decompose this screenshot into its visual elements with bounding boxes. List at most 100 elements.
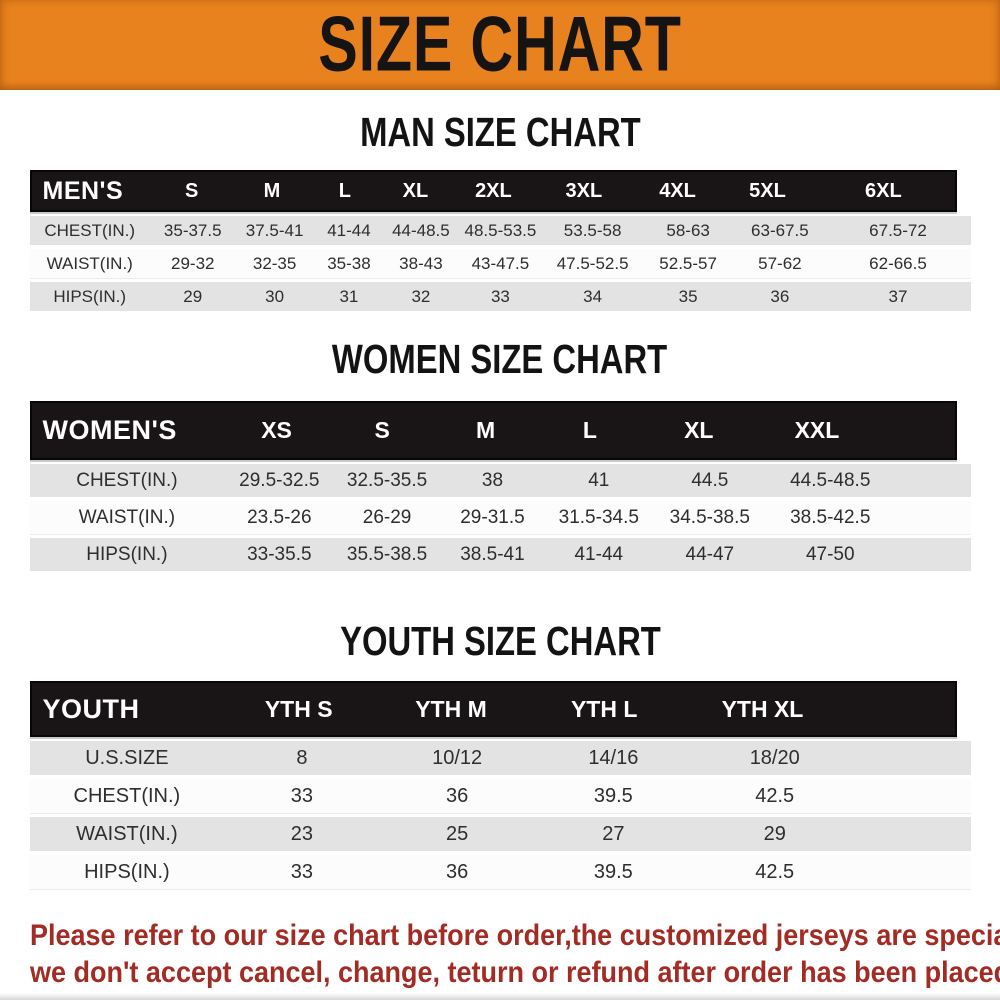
table-cell: 37.5-41 [245,220,304,240]
table-cell: 29-31.5 [460,506,525,528]
table-cell: 23.5-26 [247,506,312,528]
table-cell: 44-47 [685,543,735,565]
table-cell: 42.5 [755,860,795,883]
table-cell: 18/20 [749,746,800,769]
table-row: U.S.SIZE 8 10/12 14/16 18/20 [29,741,971,775]
table-cell: 44.5 [691,469,729,491]
table-cell: 33 [290,784,314,807]
table-cell: 42.5 [755,784,795,807]
disclaimer-line-1: Please refer to our size chart before or… [30,919,1000,952]
row-label: CHEST(IN.) [44,220,136,240]
table-cell: 37 [888,286,908,306]
table-cell: 39.5 [593,860,633,883]
disclaimer-note: Please refer to our size chart before or… [30,917,1000,991]
row-label: HIPS(IN.) [86,543,168,565]
table-cell: 36 [446,784,469,807]
size-column-header: 2XL [475,179,512,202]
table-cell: 43-47.5 [471,253,530,273]
table-cell: 23 [290,822,314,845]
table-cell: 27 [602,822,625,845]
table-cell: 38.5-41 [460,543,525,565]
table-header-row: WOMEN'S XS S M L XL XXL [29,401,957,460]
table-cell: 14/16 [588,746,639,769]
table-row: WAIST(IN.) 23 25 27 29 [29,817,971,851]
table-cell: 36 [446,860,469,883]
table-cell: 35-37.5 [163,220,222,240]
image-bottom-edge [0,993,1000,1000]
size-column-header: S [374,417,390,443]
table-row: HIPS(IN.) 33 36 39.5 42.5 [29,855,971,889]
table-cell: 29 [183,286,203,306]
size-column-header: M [263,179,281,202]
banner: SIZE CHART [0,0,1000,90]
table-cell: 41-44 [327,220,371,240]
table-cell: 10/12 [432,746,483,769]
disclaimer-line-2: we don't accept cancel, change, teturn o… [30,956,1000,989]
women-size-table: WOMEN'S XS S M L XL XXL CHEST(IN.) 29.5-32.5 32.5… [29,401,971,571]
table-cell: 31 [339,286,359,306]
table-cell: 62-66.5 [869,253,927,273]
table-cell: 29 [763,822,786,845]
table-cell: 52.5-57 [659,253,717,273]
row-label: WAIST(IN.) [78,506,176,528]
youth-size-heading: YOUTH SIZE CHART [339,618,661,664]
table-header-label: MEN'S [42,176,124,205]
table-cell: 33 [490,286,510,306]
table-cell: 44.5-48.5 [790,469,871,491]
table-cell: 38-43 [399,253,443,273]
size-column-header: YTH XL [721,695,804,722]
youth-size-section: YOUTH SIZE CHART YOUTH YTH S YTH M YTH L YTH… [0,619,1000,889]
table-cell: 35 [678,286,698,306]
row-label: WAIST(IN.) [76,822,178,845]
table-row: CHEST(IN.) 33 36 39.5 42.5 [29,779,971,813]
table-cell: 29.5-32.5 [239,469,320,491]
table-cell: 30 [265,286,285,306]
row-label: CHEST(IN.) [73,784,181,807]
youth-size-table: YOUTH YTH S YTH M YTH L YTH XL U.S.SIZE 8 10/12… [29,681,971,889]
table-cell: 38.5-42.5 [790,506,871,528]
table-cell: 26-29 [362,506,412,528]
row-label: HIPS(IN.) [84,860,170,883]
man-size-heading: MAN SIZE CHART [359,109,641,155]
women-size-heading: WOMEN SIZE CHART [332,336,668,382]
table-header-label: WOMEN'S [42,415,177,445]
size-column-header: L [582,417,597,443]
table-cell: 8 [296,746,308,769]
table-cell: 39.5 [593,784,633,807]
table-row: WAIST(IN.) 23.5-26 26-29 29-31.5 31.5-34.5 34… [29,501,971,534]
table-cell: 63-67.5 [751,220,809,240]
table-cell: 34.5-38.5 [669,506,750,528]
size-column-header: YTH L [570,695,638,722]
size-column-header: S [184,179,199,202]
table-cell: 29-32 [171,253,215,273]
size-column-header: 5XL [749,179,786,202]
size-column-header: XL [684,417,714,443]
row-label: HIPS(IN.) [53,286,127,306]
row-label: CHEST(IN.) [76,469,178,491]
table-cell: 33 [290,860,314,883]
table-cell: 31.5-34.5 [558,506,639,528]
size-column-header: 3XL [565,179,603,202]
size-column-header: 4XL [659,179,696,202]
table-cell: 41-44 [574,543,624,565]
row-label: U.S.SIZE [85,746,169,769]
size-column-header: M [476,417,496,443]
table-cell: 34 [583,286,603,306]
table-cell: 25 [446,822,469,845]
table-header-row: MEN'S S M L XL 2XL 3XL 4XL 5XL 6XL [29,170,957,212]
size-column-header: YTH S [264,695,333,722]
table-header-label: YOUTH [42,693,140,724]
table-cell: 67.5-72 [869,220,927,240]
size-column-header: YTH M [415,695,487,722]
table-row: WAIST(IN.) 29-32 32-35 35-38 38-43 43-47.5 47.… [29,249,971,278]
table-cell: 38 [481,469,504,491]
table-header-row: YOUTH YTH S YTH M YTH L YTH XL [29,681,957,737]
table-cell: 35-38 [327,253,371,273]
table-cell: 47.5-52.5 [556,253,629,273]
size-column-header: XXL [794,417,840,443]
women-size-section: WOMEN SIZE CHART WOMEN'S XS S M L XL XXL CHEST(… [0,337,1000,571]
table-cell: 32 [411,286,431,306]
table-cell: 44-48.5 [392,220,450,240]
man-size-section: MAN SIZE CHART MEN'S S M L XL 2XL 3XL 4XL 5XL 6XL… [0,110,1000,311]
table-row: HIPS(IN.) 33-35.5 35.5-38.5 38.5-41 41-44 44-… [29,538,971,571]
